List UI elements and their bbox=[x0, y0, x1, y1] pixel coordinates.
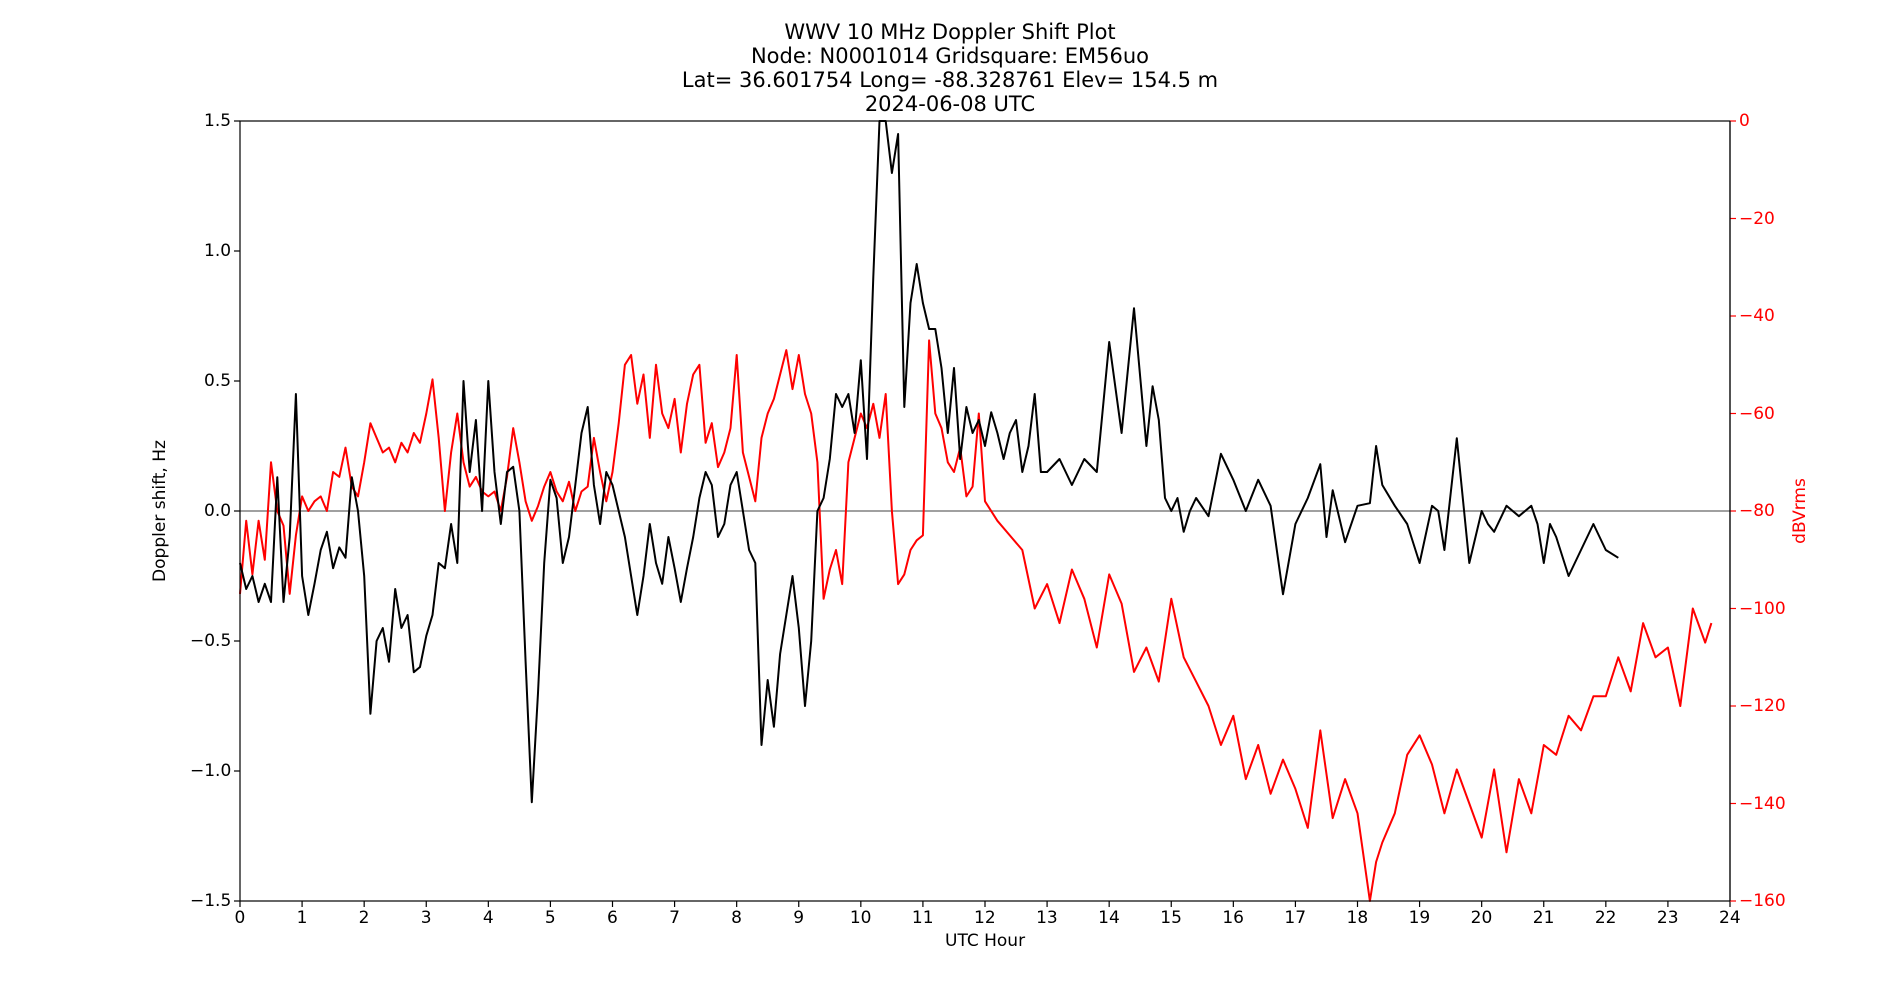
axis-ticks bbox=[234, 120, 1736, 907]
tick-label: 6 bbox=[607, 908, 618, 928]
tick-label: 12 bbox=[974, 908, 996, 928]
tick-label: 14 bbox=[1098, 908, 1120, 928]
tick-label: 20 bbox=[1470, 908, 1493, 928]
tick-label: 1.5 bbox=[204, 111, 232, 131]
tick-label: −140 bbox=[1739, 793, 1786, 814]
power-series-line bbox=[239, 339, 1713, 902]
tick-label: −20 bbox=[1739, 208, 1775, 229]
tick-label: 0.0 bbox=[204, 501, 232, 521]
tick-label: −120 bbox=[1739, 696, 1786, 716]
chart-subtitle-location: Lat= 36.601754 Long= -88.328761 Elev= 15… bbox=[681, 68, 1219, 92]
tick-label: 19 bbox=[1408, 908, 1431, 928]
tick-label: 10 bbox=[849, 908, 872, 928]
tick-label: 15 bbox=[1160, 908, 1182, 928]
tick-label: 2 bbox=[358, 908, 370, 928]
tick-label: 16 bbox=[1222, 908, 1244, 928]
y-axis-label: Doppler shift, Hz bbox=[149, 440, 170, 582]
x-axis-label: UTC Hour bbox=[945, 931, 1026, 951]
tick-label: 0 bbox=[234, 908, 246, 928]
tick-label: 1 bbox=[296, 908, 308, 928]
tick-label: 13 bbox=[1036, 908, 1058, 928]
doppler-series-line bbox=[239, 120, 1619, 804]
tick-label: 22 bbox=[1594, 908, 1617, 928]
y2-axis-label: dBVrms bbox=[1789, 478, 1810, 544]
tick-label: −1.0 bbox=[190, 761, 232, 781]
tick-label: 11 bbox=[911, 908, 934, 928]
tick-label: 4 bbox=[482, 908, 494, 928]
tick-label: 24 bbox=[1719, 908, 1741, 928]
tick-label: −0.5 bbox=[190, 631, 232, 651]
tick-label: 3 bbox=[420, 908, 432, 928]
tick-label: 7 bbox=[669, 908, 680, 928]
chart-title: WWV 10 MHz Doppler Shift Plot bbox=[784, 20, 1116, 44]
tick-label: 5 bbox=[544, 908, 556, 928]
tick-label: 17 bbox=[1284, 908, 1307, 928]
tick-label: 18 bbox=[1346, 908, 1369, 928]
tick-label: −80 bbox=[1739, 501, 1775, 521]
chart-subtitle-date: 2024-06-08 UTC bbox=[864, 92, 1036, 116]
tick-label: −1.5 bbox=[190, 891, 232, 911]
tick-label: −160 bbox=[1739, 891, 1786, 911]
tick-label: 0.5 bbox=[204, 371, 232, 391]
tick-label: −100 bbox=[1739, 598, 1786, 619]
tick-label: 21 bbox=[1532, 908, 1555, 928]
chart-subtitle-node: Node: N0001014 Gridsquare: EM56uo bbox=[750, 44, 1150, 68]
tick-label: 9 bbox=[793, 908, 805, 928]
tick-label: 1.0 bbox=[204, 241, 232, 261]
tick-label: −60 bbox=[1739, 403, 1775, 424]
tick-label: −40 bbox=[1739, 306, 1775, 326]
tick-label: 23 bbox=[1656, 908, 1679, 928]
tick-label: 8 bbox=[731, 908, 742, 928]
tick-label: 0 bbox=[1739, 111, 1750, 131]
